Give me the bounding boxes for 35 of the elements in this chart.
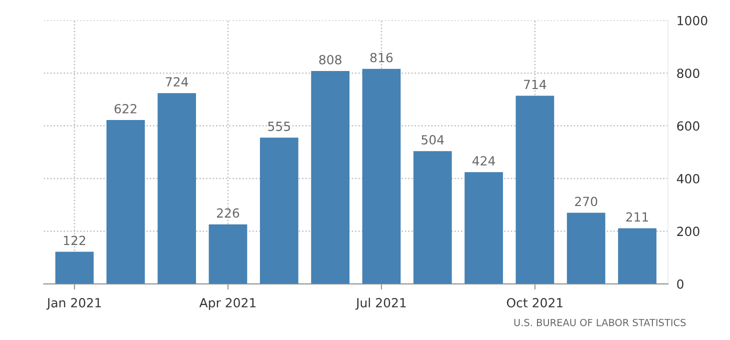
bar — [413, 151, 452, 284]
bar — [260, 138, 298, 284]
x-tick-label: Jan 2021 — [46, 298, 101, 310]
data-label: 504 — [422, 135, 444, 145]
x-tick-label: Oct 2021 — [506, 298, 562, 308]
y-tick-label: 1000 — [678, 16, 708, 26]
data-label: 424 — [472, 156, 496, 166]
x-tick-label: Jul 2021 — [355, 298, 406, 310]
y-tick-label: 400 — [676, 174, 700, 184]
y-tick-label: 800 — [677, 68, 700, 78]
data-label: 226 — [216, 208, 240, 218]
bar — [516, 96, 554, 284]
data-label: 555 — [268, 122, 290, 132]
data-label: 122 — [64, 236, 86, 245]
y-tick-label: 200 — [677, 226, 700, 236]
bar — [362, 68, 401, 284]
data-label: 714 — [524, 80, 546, 89]
bar — [55, 252, 94, 284]
bar — [464, 172, 503, 284]
data-label: 724 — [166, 77, 188, 86]
text: U.S. BUREAU OF LABOR STATISTICS — [514, 318, 686, 326]
data-label: 270 — [575, 196, 598, 206]
data-label: 808 — [319, 54, 342, 64]
y-tick-label: 0 — [677, 279, 684, 289]
bar — [618, 228, 656, 284]
bar — [158, 93, 196, 284]
data-label: 211 — [626, 212, 648, 222]
data-label: 622 — [114, 104, 136, 114]
y-tick-label: 600 — [677, 121, 700, 131]
bar — [566, 212, 606, 284]
bar — [106, 120, 145, 284]
x-tick-label: Apr 2021 — [199, 298, 256, 310]
bar — [208, 224, 248, 284]
data-label: 816 — [370, 52, 393, 62]
bar — [311, 70, 350, 284]
